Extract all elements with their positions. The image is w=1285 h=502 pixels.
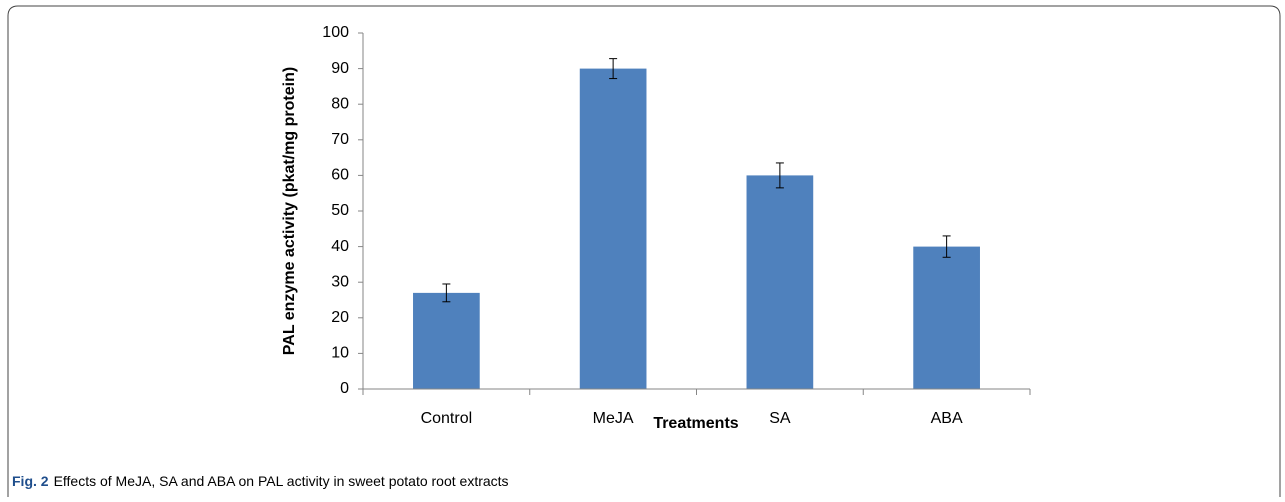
x-tick-label: ABA <box>931 410 963 427</box>
caption: Fig. 2 Effects of MeJA, SA and ABA on PAL… <box>12 473 509 489</box>
y-tick-label: 50 <box>331 202 349 219</box>
y-tick-label: 40 <box>331 238 349 255</box>
bar <box>413 292 480 389</box>
bar <box>579 68 647 389</box>
y-tick-label: 20 <box>331 309 349 326</box>
x-tick-label: MeJA <box>593 410 634 427</box>
caption-text: Effects of MeJA, SA and ABA on PAL activ… <box>54 473 509 489</box>
y-tick-label: 0 <box>340 380 349 397</box>
y-tick-label: 80 <box>331 95 349 112</box>
figure-frame <box>7 5 1281 497</box>
y-tick-label: 90 <box>331 60 349 77</box>
x-tick-label: SA <box>769 410 791 427</box>
y-tick-label: 70 <box>331 131 349 148</box>
caption-label: Fig. 2 <box>12 473 49 489</box>
bar <box>746 175 814 389</box>
x-tick-label: Control <box>421 410 473 427</box>
y-tick-label: 60 <box>331 167 349 184</box>
bar <box>913 246 980 389</box>
y-axis-label: PAL enzyme activity (pkat/mg protein) <box>281 67 298 355</box>
y-tick-label: 100 <box>322 24 349 41</box>
x-axis-label: Treatments <box>653 415 738 432</box>
y-tick-label: 10 <box>331 345 349 362</box>
y-tick-label: 30 <box>331 273 349 290</box>
